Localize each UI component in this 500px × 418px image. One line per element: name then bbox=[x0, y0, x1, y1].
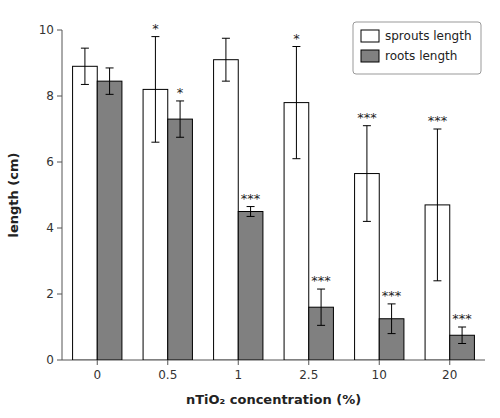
bar bbox=[168, 119, 193, 360]
error-line bbox=[225, 38, 226, 81]
error-bar bbox=[292, 47, 300, 159]
error-cap bbox=[81, 84, 89, 85]
error-line bbox=[109, 68, 110, 94]
error-cap bbox=[81, 48, 89, 49]
error-cap bbox=[106, 94, 114, 95]
bar bbox=[73, 66, 98, 360]
x-tick-label: 0 bbox=[93, 368, 101, 382]
x-tick-label: 10 bbox=[372, 368, 387, 382]
error-cap bbox=[317, 325, 325, 326]
y-tick bbox=[57, 228, 62, 229]
error-cap bbox=[458, 327, 466, 328]
y-tick bbox=[57, 30, 62, 31]
legend-label: sprouts length bbox=[385, 29, 472, 43]
error-cap bbox=[151, 142, 159, 143]
error-cap bbox=[433, 280, 441, 281]
error-cap bbox=[292, 158, 300, 159]
error-line bbox=[391, 304, 392, 334]
significance-label: *** bbox=[382, 288, 402, 303]
significance-label: *** bbox=[311, 273, 331, 288]
significance-label: *** bbox=[357, 110, 377, 125]
error-cap bbox=[247, 216, 255, 217]
legend: sprouts length roots length bbox=[353, 22, 481, 74]
error-line bbox=[437, 129, 438, 281]
bars bbox=[73, 37, 475, 360]
error-cap bbox=[292, 46, 300, 47]
error-bar bbox=[176, 101, 184, 137]
error-bar bbox=[106, 68, 114, 94]
y-tick bbox=[57, 360, 62, 361]
error-cap bbox=[433, 129, 441, 130]
x-tick-label: 20 bbox=[442, 368, 457, 382]
significance-label: * bbox=[152, 21, 159, 36]
x-tick-label: 1 bbox=[234, 368, 242, 382]
significance-label: *** bbox=[428, 113, 448, 128]
y-tick-label: 8 bbox=[46, 89, 54, 103]
significance-label: * bbox=[293, 31, 300, 46]
y-tick-label: 10 bbox=[39, 23, 54, 37]
error-bar bbox=[222, 38, 230, 81]
error-cap bbox=[317, 289, 325, 290]
y-tick bbox=[57, 294, 62, 295]
x-tick bbox=[308, 360, 309, 365]
x-tick bbox=[449, 360, 450, 365]
y-tick-label: 6 bbox=[46, 155, 54, 169]
significance-label: *** bbox=[241, 191, 261, 206]
x-tick bbox=[238, 360, 239, 365]
legend-label: roots length bbox=[385, 49, 457, 63]
error-cap bbox=[106, 67, 114, 68]
error-cap bbox=[222, 81, 230, 82]
y-axis-label: length (cm) bbox=[6, 153, 21, 238]
x-axis bbox=[62, 360, 485, 361]
error-cap bbox=[176, 100, 184, 101]
significance-label: * bbox=[177, 85, 184, 100]
x-tick bbox=[379, 360, 380, 365]
error-line bbox=[180, 101, 181, 137]
significance-label: *** bbox=[452, 311, 472, 326]
error-cap bbox=[151, 36, 159, 37]
y-tick bbox=[57, 96, 62, 97]
error-cap bbox=[363, 221, 371, 222]
error-line bbox=[462, 327, 463, 344]
error-bar bbox=[247, 207, 255, 217]
error-bar bbox=[363, 126, 371, 222]
bar bbox=[238, 212, 263, 361]
y-tick bbox=[57, 162, 62, 163]
error-cap bbox=[222, 38, 230, 39]
error-line bbox=[366, 126, 367, 222]
chart: 024681000.512.51020*********************… bbox=[0, 0, 500, 418]
y-tick-label: 2 bbox=[46, 287, 54, 301]
error-line bbox=[321, 289, 322, 325]
error-cap bbox=[388, 333, 396, 334]
legend-swatch bbox=[361, 50, 379, 62]
bar bbox=[97, 81, 122, 360]
error-cap bbox=[176, 137, 184, 138]
error-bar bbox=[433, 129, 441, 281]
legend-swatch bbox=[361, 30, 379, 42]
x-tick-label: 2.5 bbox=[299, 368, 318, 382]
y-axis bbox=[62, 30, 63, 360]
error-cap bbox=[363, 125, 371, 126]
error-bar bbox=[388, 304, 396, 334]
error-cap bbox=[458, 343, 466, 344]
y-tick-label: 0 bbox=[46, 353, 54, 367]
error-line bbox=[155, 37, 156, 143]
error-bar bbox=[81, 48, 89, 84]
error-cap bbox=[388, 303, 396, 304]
error-bar bbox=[458, 327, 466, 344]
error-bar bbox=[151, 37, 159, 143]
legend-box bbox=[353, 22, 481, 74]
error-line bbox=[250, 207, 251, 217]
error-line bbox=[84, 48, 85, 84]
error-line bbox=[296, 47, 297, 159]
bar bbox=[214, 60, 239, 360]
error-cap bbox=[247, 206, 255, 207]
x-tick-label: 0.5 bbox=[158, 368, 177, 382]
x-tick bbox=[97, 360, 98, 365]
error-bar bbox=[317, 289, 325, 325]
x-tick bbox=[167, 360, 168, 365]
y-tick-label: 4 bbox=[46, 221, 54, 235]
x-axis-label: nTiO₂ concentration (%) bbox=[186, 392, 361, 407]
